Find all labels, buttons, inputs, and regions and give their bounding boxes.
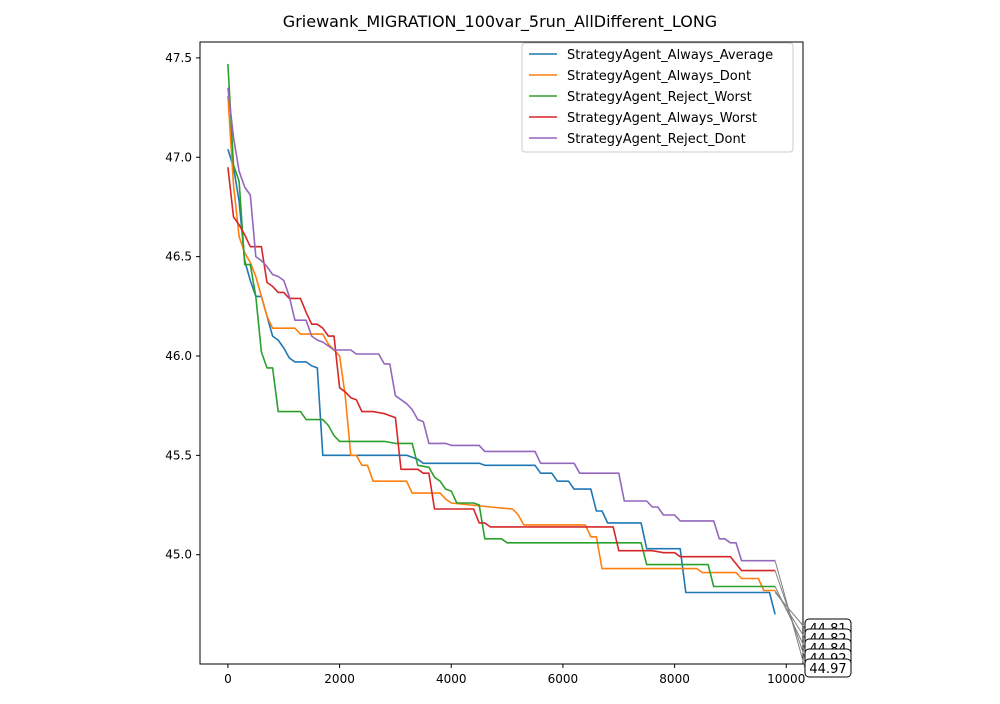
legend-label: StrategyAgent_Always_Worst (567, 111, 757, 126)
end-annotations: 44.8144.8244.8444.9244.97 (774, 560, 852, 678)
y-tick-label: 45.5 (165, 448, 192, 462)
series-line-strategyagent-reject-dont (227, 87, 776, 562)
legend-label: StrategyAgent_Always_Dont (567, 69, 751, 84)
plot-lines (227, 63, 776, 615)
series-line-strategyagent-always-dont (227, 95, 776, 592)
series-line-strategyagent-always-worst (227, 167, 776, 572)
chart-title: Griewank_MIGRATION_100var_5run_AllDiffer… (283, 12, 717, 32)
x-axis: 0 2000 4000 6000 8000 10000 (224, 664, 805, 686)
annotation-box (804, 658, 852, 678)
x-tick-label: 8000 (659, 672, 690, 686)
y-tick-label: 46.0 (165, 349, 192, 363)
x-tick-label: 0 (224, 672, 232, 686)
x-tick-label: 6000 (548, 672, 579, 686)
annotation-leader (774, 586, 806, 649)
y-tick-label: 46.5 (165, 250, 192, 264)
legend: StrategyAgent_Always_Average StrategyAgen… (521, 42, 794, 153)
y-tick-label: 47.5 (165, 51, 192, 65)
annotation-label: 44.97 (809, 662, 846, 677)
series-line-strategyagent-always-average (227, 149, 776, 615)
x-tick-label: 4000 (436, 672, 467, 686)
axes-frame (199, 41, 804, 665)
legend-label: StrategyAgent_Always_Average (567, 48, 773, 63)
legend-frame (521, 42, 794, 153)
x-tick-label: 10000 (767, 672, 805, 686)
series-line-strategyagent-reject-worst (227, 63, 776, 588)
legend-label: StrategyAgent_Reject_Dont (567, 132, 746, 147)
legend-label: StrategyAgent_Reject_Worst (567, 90, 752, 105)
annotation-leader (774, 560, 806, 669)
y-tick-label: 47.0 (165, 150, 192, 164)
x-tick-label: 2000 (324, 672, 355, 686)
y-tick-label: 45.0 (165, 548, 192, 562)
y-axis: 45.0 45.5 46.0 46.5 47.0 47.5 (165, 51, 200, 562)
